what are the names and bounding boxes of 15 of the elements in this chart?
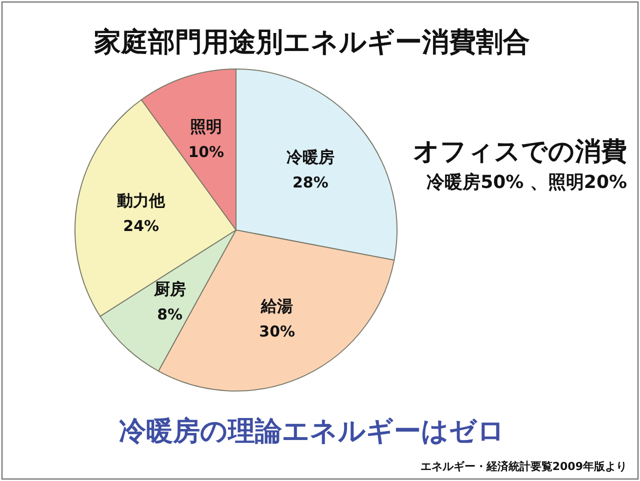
slice-label: 照明 [190, 117, 222, 136]
chart-title: 家庭部門用途別エネルギー消費割合 [93, 27, 530, 58]
text: オフィスでの消費 [413, 137, 627, 167]
slice-label: 厨房 [152, 279, 186, 298]
slice-label: 給湯 [260, 296, 294, 316]
data-label: 8% [157, 305, 183, 324]
data-label: 30% [259, 322, 296, 340]
text: 冷暖房の理論エネルギーはゼロ [119, 416, 505, 447]
text: エネルギー・経済統計要覧2009年版より [420, 460, 627, 473]
data-label: 24% [123, 216, 160, 235]
slice-label: 動力他 [116, 190, 166, 210]
data-label: 10% [188, 143, 224, 162]
slice-label: 冷暖房 [286, 147, 334, 166]
data-label: 28% [292, 173, 328, 192]
text: 冷暖房50% 、照明20% [426, 172, 627, 193]
